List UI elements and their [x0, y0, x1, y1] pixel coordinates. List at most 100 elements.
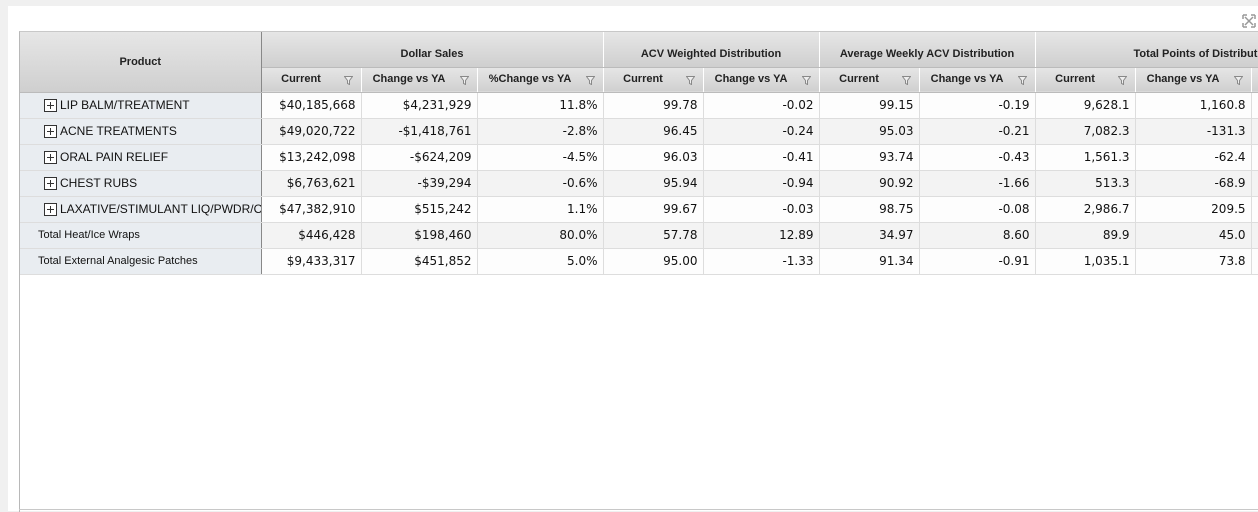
product-name: ORAL PAIN RELIEF — [60, 150, 169, 164]
product-name: Total External Analgesic Patches — [38, 255, 198, 267]
value-cell: -1.66 — [919, 170, 1036, 197]
value-cell: 1,035.1 — [1035, 248, 1136, 275]
value-cell — [1251, 92, 1258, 119]
filter-icon[interactable] — [1017, 75, 1027, 85]
value-cell: 98.75 — [819, 196, 920, 223]
header-row: Product Dollar Sales ACV Weighted Distribu… — [20, 32, 1258, 93]
value-cell: -0.21 — [919, 118, 1036, 145]
value-cell: 5.0% — [477, 248, 604, 275]
expand-view-icon[interactable] — [1242, 14, 1256, 28]
value-cell: 80.0% — [477, 222, 604, 249]
filter-icon[interactable] — [801, 75, 811, 85]
product-cell: ACNE TREATMENTS — [20, 118, 262, 145]
value-cell — [1251, 118, 1258, 145]
value-cell — [1251, 248, 1258, 275]
expand-button[interactable] — [44, 98, 57, 112]
data-row: ORAL PAIN RELIEF $13,242,098 -$624,209 -4.5… — [20, 144, 1258, 171]
column-label: Change vs YA — [1146, 72, 1220, 85]
value-cell: -2.8% — [477, 118, 604, 145]
filter-icon[interactable] — [685, 75, 695, 85]
column-label: Current — [1055, 72, 1095, 85]
value-cell: 96.45 — [603, 118, 704, 145]
value-cell: -0.02 — [703, 92, 820, 119]
filter-icon[interactable] — [343, 75, 353, 85]
value-cell: $47,382,910 — [261, 196, 362, 223]
column-header — [1251, 67, 1258, 93]
data-row: Total Heat/Ice Wraps $446,428 $198,460 80.0… — [20, 222, 1258, 249]
product-cell: LIP BALM/TREATMENT — [20, 92, 262, 119]
value-cell: $6,763,621 — [261, 170, 362, 197]
filter-icon[interactable] — [901, 75, 911, 85]
column-label: Change vs YA — [930, 72, 1004, 85]
filter-icon[interactable] — [1233, 75, 1243, 85]
value-cell: $198,460 — [361, 222, 478, 249]
filter-icon[interactable] — [585, 75, 595, 85]
product-cell: Total External Analgesic Patches — [20, 248, 262, 275]
value-cell: $13,242,098 — [261, 144, 362, 171]
column-header: %Change vs YA — [477, 67, 604, 93]
column-header: Change vs YA — [361, 67, 478, 93]
value-cell: -0.91 — [919, 248, 1036, 275]
value-cell: 513.3 — [1035, 170, 1136, 197]
value-cell: 57.78 — [603, 222, 704, 249]
value-cell: -0.6% — [477, 170, 604, 197]
group-header: Total Points of Distribution — [1035, 32, 1258, 68]
expand-button[interactable] — [44, 202, 57, 216]
value-cell: 99.78 — [603, 92, 704, 119]
value-cell: 45.0 — [1135, 222, 1252, 249]
value-cell: $40,185,668 — [261, 92, 362, 119]
value-cell: 93.74 — [819, 144, 920, 171]
data-row: ACNE TREATMENTS $49,020,722 -$1,418,761 -2.… — [20, 118, 1258, 145]
value-cell: -0.43 — [919, 144, 1036, 171]
value-cell: -0.94 — [703, 170, 820, 197]
value-cell: -0.41 — [703, 144, 820, 171]
data-table: Product Dollar Sales ACV Weighted Distribu… — [20, 32, 1258, 275]
value-cell: 99.15 — [819, 92, 920, 119]
value-cell: $4,231,929 — [361, 92, 478, 119]
value-cell: 1,160.8 — [1135, 92, 1252, 119]
column-header: Change vs YA — [1135, 67, 1252, 93]
product-name: LIP BALM/TREATMENT — [60, 98, 190, 112]
value-cell: -$624,209 — [361, 144, 478, 171]
group-header: Dollar Sales — [261, 32, 604, 68]
column-header: Current — [1035, 67, 1136, 93]
product-name: ACNE TREATMENTS — [60, 124, 177, 138]
value-cell: -62.4 — [1135, 144, 1252, 171]
product-cell: Total Heat/Ice Wraps — [20, 222, 262, 249]
product-header: Product — [20, 32, 262, 93]
column-label: Current — [281, 72, 321, 85]
value-cell: $515,242 — [361, 196, 478, 223]
data-row: Total External Analgesic Patches $9,433,3… — [20, 248, 1258, 275]
value-cell: 95.03 — [819, 118, 920, 145]
value-cell: -0.24 — [703, 118, 820, 145]
product-cell: CHEST RUBS — [20, 170, 262, 197]
filter-icon[interactable] — [459, 75, 469, 85]
column-header: Change vs YA — [919, 67, 1036, 93]
value-cell: -0.19 — [919, 92, 1036, 119]
product-cell: ORAL PAIN RELIEF — [20, 144, 262, 171]
value-cell: -$1,418,761 — [361, 118, 478, 145]
value-cell: $9,433,317 — [261, 248, 362, 275]
value-cell: $451,852 — [361, 248, 478, 275]
value-cell: 34.97 — [819, 222, 920, 249]
column-header: Current — [819, 67, 920, 93]
value-cell: 90.92 — [819, 170, 920, 197]
group-header: ACV Weighted Distribution — [603, 32, 820, 68]
product-name: CHEST RUBS — [60, 176, 138, 190]
value-cell: 11.8% — [477, 92, 604, 119]
expand-button[interactable] — [44, 124, 57, 138]
value-cell: 1.1% — [477, 196, 604, 223]
expand-button[interactable] — [44, 176, 57, 190]
value-cell: 12.89 — [703, 222, 820, 249]
filter-icon[interactable] — [1117, 75, 1127, 85]
data-row: CHEST RUBS $6,763,621 -$39,294 -0.6% 95.94 -0… — [20, 170, 1258, 197]
data-row: LAXATIVE/STIMULANT LIQ/PWDR/OIL $47,382,9… — [20, 196, 1258, 223]
product-name: LAXATIVE/STIMULANT LIQ/PWDR/OIL — [60, 202, 261, 216]
value-cell: $446,428 — [261, 222, 362, 249]
group-header: Average Weekly ACV Distribution — [819, 32, 1036, 68]
value-cell — [1251, 144, 1258, 171]
value-cell: -131.3 — [1135, 118, 1252, 145]
value-cell: 99.67 — [603, 196, 704, 223]
expand-button[interactable] — [44, 150, 57, 164]
column-header: Change vs YA — [703, 67, 820, 93]
